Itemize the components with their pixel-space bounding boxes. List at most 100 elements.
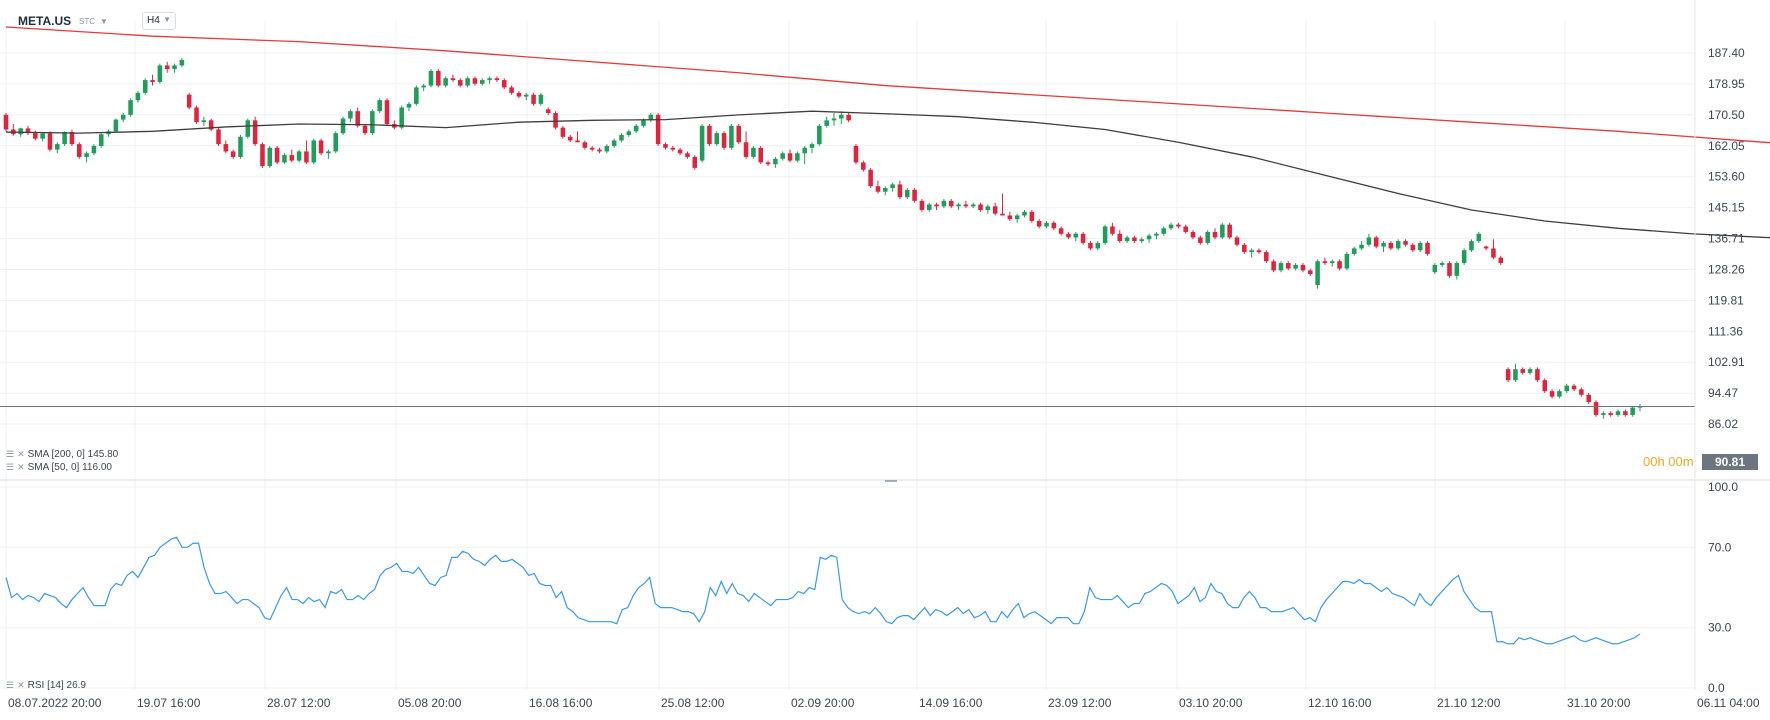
candle-body xyxy=(282,155,287,163)
sma200-label: SMA [200, 0] 145.80 xyxy=(27,449,119,460)
candle-body xyxy=(62,132,67,145)
time-tick-label: 02.09 20:00 xyxy=(791,696,855,710)
candle-body xyxy=(238,136,243,157)
price-tick-label: 162.05 xyxy=(1708,139,1745,153)
candle-body xyxy=(333,133,339,152)
candle-body xyxy=(142,80,148,93)
candle-body xyxy=(1307,270,1313,275)
candle-body xyxy=(348,111,353,119)
candle-body xyxy=(846,114,851,121)
candle-body xyxy=(1366,237,1372,245)
rsi-axis: 100.0 70.0 30.0 0.0 xyxy=(1708,480,1738,695)
candle-body xyxy=(831,118,837,121)
symbol-label[interactable]: META.US xyxy=(18,14,72,28)
candle-body xyxy=(406,103,412,108)
current-price-badge: 90.81 xyxy=(1702,454,1758,470)
chevron-down-icon: ▼ xyxy=(163,15,171,24)
candle-body xyxy=(1271,261,1276,271)
candle-body xyxy=(1417,242,1423,251)
close-icon[interactable]: ✕ xyxy=(17,680,25,690)
candle-body xyxy=(1256,250,1262,253)
candle-body xyxy=(1623,411,1628,415)
candle-body xyxy=(186,94,192,108)
candle-body xyxy=(150,80,155,82)
candle-body xyxy=(377,100,382,112)
candle-body xyxy=(77,144,82,157)
candle-body xyxy=(311,140,317,163)
candle-body xyxy=(970,204,976,207)
candle-body xyxy=(1146,235,1152,240)
candle-body xyxy=(399,107,404,128)
candle-body xyxy=(1022,211,1027,216)
candle-body xyxy=(685,153,690,157)
candle-body xyxy=(1227,224,1232,238)
price-axis: 187.40 178.95 170.50 162.05 153.60 145.15 136.… xyxy=(1708,46,1745,431)
candle-body xyxy=(428,70,434,86)
price-tick-label: 136.71 xyxy=(1708,232,1745,246)
price-tick-label: 128.26 xyxy=(1708,262,1745,276)
candle-body xyxy=(941,200,947,207)
candle-body xyxy=(1388,242,1394,249)
candle-body xyxy=(318,140,324,154)
candle-body xyxy=(1080,233,1086,243)
candle-body xyxy=(1168,224,1174,229)
candle-body xyxy=(458,80,463,86)
time-tick-label: 21.10 12:00 xyxy=(1437,696,1501,710)
price-tick-label: 187.40 xyxy=(1708,46,1745,60)
candle-body xyxy=(1190,231,1196,238)
settings-icon[interactable]: ☰ xyxy=(6,449,15,459)
timeframe-select[interactable]: H4 ▼ xyxy=(142,12,176,30)
candle-body xyxy=(1286,263,1291,269)
candle-body xyxy=(501,80,507,88)
candle-body xyxy=(1293,264,1298,269)
sma50-legend[interactable]: ☰ ✕ SMA [50, 0] 116.00 xyxy=(6,462,112,473)
candle-body xyxy=(978,204,983,210)
close-icon[interactable]: ✕ xyxy=(17,462,25,472)
candle-body xyxy=(1410,244,1416,251)
candle-body xyxy=(721,133,727,148)
candle-body xyxy=(582,142,588,148)
candlestick-series xyxy=(3,58,1643,419)
time-axis: 08.07.2022 20:00 19.07 16:00 28.07 12:00 05… xyxy=(8,696,1760,710)
candle-body xyxy=(670,147,676,150)
candle-body xyxy=(926,204,932,210)
time-tick-label: 25.08 12:00 xyxy=(661,696,725,710)
candle-body xyxy=(897,184,903,198)
time-tick-label: 14.09 16:00 xyxy=(919,696,983,710)
sma200-legend[interactable]: ☰ ✕ SMA [200, 0] 145.80 xyxy=(6,449,118,460)
close-icon[interactable]: ✕ xyxy=(17,449,25,459)
candle-body xyxy=(743,142,749,157)
candle-body xyxy=(1249,250,1254,253)
candle-body xyxy=(55,144,60,150)
candle-body xyxy=(1139,239,1145,242)
candle-body xyxy=(560,127,566,137)
price-tick-label: 111.36 xyxy=(1708,324,1743,338)
candle-body xyxy=(1483,246,1489,249)
candle-body xyxy=(655,114,661,145)
candle-body xyxy=(1498,257,1504,264)
candle-body xyxy=(699,125,705,161)
settings-icon[interactable]: ☰ xyxy=(6,462,15,472)
candle-body xyxy=(1359,244,1364,249)
price-tick-label: 178.95 xyxy=(1708,77,1745,91)
candle-body xyxy=(1476,233,1482,242)
candle-body xyxy=(1557,391,1562,397)
candle-body xyxy=(1161,228,1166,234)
candle-body xyxy=(245,120,251,137)
rsi-grid xyxy=(0,486,1695,689)
candle-body xyxy=(1454,263,1460,276)
rsi-legend[interactable]: ☰ ✕ RSI [14] 26.9 xyxy=(6,680,86,691)
candle-body xyxy=(1337,261,1342,269)
candle-body xyxy=(545,109,551,114)
candle-body xyxy=(597,149,602,152)
candle-body xyxy=(25,128,31,134)
rsi-series xyxy=(5,536,1641,645)
candle-body xyxy=(384,100,390,124)
candle-body xyxy=(853,145,859,163)
candle-body xyxy=(1432,264,1438,273)
candle-body xyxy=(443,78,448,86)
candle-body xyxy=(1000,213,1005,216)
settings-icon[interactable]: ☰ xyxy=(6,680,15,690)
market-dropdown-icon[interactable]: ▼ xyxy=(100,17,108,26)
